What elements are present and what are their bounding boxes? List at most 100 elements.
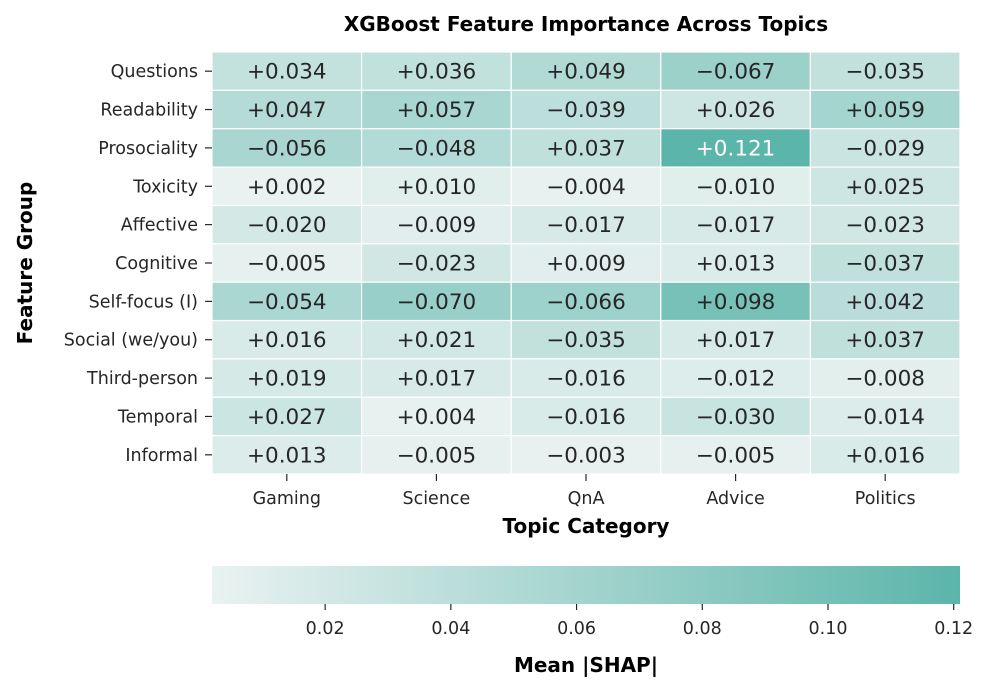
cell-value-label: +0.036 (397, 60, 477, 85)
cell-value-label: −0.029 (845, 136, 925, 161)
cell-value-label: +0.016 (247, 328, 327, 353)
heatmap-cell (660, 435, 811, 475)
cell-value-label: +0.004 (397, 405, 477, 430)
row-label: Questions (111, 62, 198, 82)
cell-value-label: −0.012 (696, 367, 776, 392)
cell-value-label: −0.005 (247, 252, 327, 277)
heatmap-cell (361, 51, 512, 91)
heatmap-cell (660, 319, 811, 360)
cell-value-label: −0.070 (397, 290, 477, 315)
row-label: Toxicity (132, 177, 198, 197)
heatmap-cell (211, 435, 363, 475)
heatmap-cells: +0.034 +0.036 +0.049 −0.067 −0.035 +0.047 +0.0… (211, 51, 961, 475)
column-label: Gaming (253, 489, 321, 509)
heatmap-cell (361, 358, 512, 398)
colorbar-tick-label: 0.10 (809, 619, 848, 639)
cell-value-label: +0.026 (696, 98, 776, 123)
heatmap-cell (510, 166, 662, 207)
row-label: Affective (121, 216, 198, 236)
cell-value-label: −0.035 (546, 328, 626, 353)
cell-value-label: −0.005 (696, 443, 776, 468)
heatmap-cell (361, 396, 512, 437)
cell-value-label: +0.121 (696, 136, 776, 161)
row-label: Third-person (86, 369, 198, 389)
cell-value-label: −0.004 (546, 175, 626, 200)
colorbar-label: Mean |SHAP| (514, 653, 658, 677)
row-label: Readability (100, 101, 198, 121)
cell-value-label: −0.020 (247, 213, 327, 238)
row-label: Temporal (117, 407, 198, 427)
cell-value-label: +0.025 (845, 175, 925, 200)
cell-value-label: +0.034 (247, 60, 327, 85)
cell-value-label: −0.030 (696, 405, 776, 430)
cell-value-label: +0.021 (397, 328, 477, 353)
colorbar-tick-label: 0.12 (934, 619, 973, 639)
cell-value-label: −0.008 (845, 367, 925, 392)
heatmap-cell (510, 358, 662, 398)
cell-value-label: +0.016 (845, 443, 925, 468)
cell-value-label: −0.066 (546, 290, 626, 315)
row-label: Self-focus (I) (89, 292, 198, 312)
column-label: Science (402, 489, 470, 509)
cell-value-label: −0.067 (696, 60, 776, 85)
cell-value-label: +0.059 (845, 98, 925, 123)
heatmap-cell (211, 396, 363, 437)
cell-value-label: +0.017 (397, 367, 477, 392)
heatmap-cell (361, 128, 512, 168)
cell-value-label: +0.013 (696, 252, 776, 277)
heatmap-cell (660, 128, 811, 168)
cell-value-label: −0.009 (397, 213, 477, 238)
heatmap-cell (211, 51, 363, 91)
row-label: Cognitive (115, 254, 198, 274)
colorbar-ticks: 0.02 0.04 0.06 0.08 0.10 0.12 (306, 604, 973, 639)
row-label: Prosociality (98, 139, 198, 159)
heatmap-cell (211, 319, 363, 360)
cell-value-label: +0.019 (247, 367, 327, 392)
colorbar-tick-label: 0.08 (683, 619, 722, 639)
cell-value-label: −0.035 (845, 60, 925, 85)
heatmap-cell (809, 358, 961, 398)
chart-title: XGBoost Feature Importance Across Topics (344, 12, 828, 36)
cell-value-label: −0.003 (546, 443, 626, 468)
cell-value-label: −0.039 (546, 98, 626, 123)
heatmap-cell (660, 396, 811, 437)
cell-value-label: −0.005 (397, 443, 477, 468)
heatmap-cell (510, 435, 662, 475)
heatmap-cell (809, 319, 961, 360)
cell-value-label: −0.016 (546, 367, 626, 392)
cell-value-label: +0.057 (397, 98, 477, 123)
row-label: Informal (125, 446, 198, 466)
cell-value-label: +0.042 (845, 290, 925, 315)
heatmap-cell (211, 204, 363, 245)
heatmap-cell (510, 243, 662, 283)
heatmap-cell (660, 166, 811, 207)
colorbar-tick-label: 0.02 (306, 619, 345, 639)
heatmap-cell (809, 243, 961, 283)
heatmap-cell (809, 204, 961, 245)
column-label: Politics (855, 489, 916, 509)
heatmap-cell (510, 51, 662, 91)
row-labels: Questions Readability Prosociality Toxicity… (64, 62, 212, 466)
cell-value-label: −0.010 (696, 175, 776, 200)
heatmap-cell (361, 243, 512, 283)
cell-value-label: −0.056 (247, 136, 327, 161)
heatmap-cell (361, 319, 512, 360)
heatmap-cell (809, 435, 961, 475)
heatmap-cell (510, 396, 662, 437)
heatmap-cell (361, 204, 512, 245)
heatmap-cell (660, 243, 811, 283)
heatmap-cell (361, 166, 512, 207)
column-label: QnA (568, 489, 605, 509)
x-axis-label: Topic Category (503, 514, 670, 538)
cell-value-label: −0.017 (546, 213, 626, 238)
column-labels: Gaming Science QnA Advice Politics (253, 474, 916, 509)
cell-value-label: +0.009 (546, 252, 626, 277)
cell-value-label: +0.002 (247, 175, 327, 200)
cell-value-label: −0.017 (696, 213, 776, 238)
cell-value-label: +0.037 (546, 136, 626, 161)
heatmap-cell (510, 89, 662, 130)
cell-value-label: +0.037 (845, 328, 925, 353)
colorbar (212, 566, 960, 604)
cell-value-label: +0.027 (247, 405, 327, 430)
